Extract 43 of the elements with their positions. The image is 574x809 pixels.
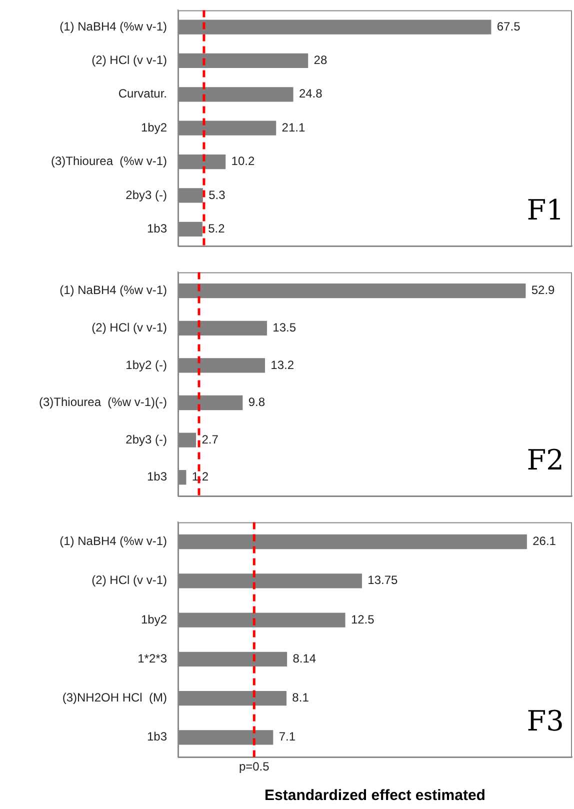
data-label: 67.5	[496, 19, 521, 34]
data-label: 2.7	[202, 432, 219, 446]
y-tick-label: 1b3	[146, 470, 168, 484]
data-label: 21.1	[282, 120, 306, 134]
y-tick-label: (3)Thiourea (%w v-1)(-)	[38, 395, 168, 410]
data-label: 8.1	[292, 690, 310, 705]
data-label: 13.5	[272, 320, 296, 334]
y-tick-label: 2by3 (-)	[126, 432, 168, 446]
data-label: 13.75	[368, 573, 398, 588]
y-tick-label: (2) HCl (v v-1)	[92, 53, 168, 68]
y-tick-label: 2by3 (-)	[126, 188, 168, 202]
y-tick-label: (2) HCl (v v-1)	[92, 573, 168, 588]
y-tick-label: Curvatur.	[118, 86, 167, 101]
y-tick-label: 1by2	[140, 120, 168, 134]
annotation: F2	[526, 443, 564, 476]
data-label: 1.2	[192, 470, 209, 484]
y-tick-label: (2) HCl (v v-1)	[92, 320, 168, 334]
data-label: 9.8	[248, 395, 266, 410]
data-label: 52.9	[531, 283, 556, 298]
data-label: 13.2	[270, 358, 294, 372]
annotation: F1	[526, 193, 564, 226]
y-tick-label: (1) NaBH4 (%w v-1)	[60, 283, 167, 298]
data-label: 7.1	[278, 730, 296, 744]
data-label: 5.2	[208, 221, 226, 236]
data-label: 8.14	[292, 651, 316, 666]
y-tick-label: 1b3	[146, 730, 168, 744]
y-tick-label: (3)NH2OH HCl (M)	[62, 690, 167, 705]
y-tick-label: 1b3	[146, 221, 168, 236]
data-label: 28	[314, 53, 328, 68]
data-label: 10.2	[231, 154, 255, 168]
y-tick-label: 1by2 (-)	[126, 358, 168, 372]
data-label: 26.1	[532, 534, 556, 548]
y-tick-label: 1by2	[140, 612, 168, 626]
data-label: 24.8	[298, 86, 323, 101]
y-tick-label: (1) NaBH4 (%w v-1)	[60, 19, 167, 34]
y-tick-label: (3)Thiourea (%w v-1)	[50, 154, 167, 168]
y-tick-label: 1*2*3	[138, 651, 168, 666]
y-tick-label: (1) NaBH4 (%w v-1)	[60, 534, 167, 548]
text: p=0.5	[238, 759, 270, 774]
data-label: 5.3	[208, 188, 226, 202]
x-axis-title: Estandardized effect estimated	[264, 787, 486, 804]
data-label: 12.5	[350, 612, 375, 626]
annotation: F3	[526, 704, 564, 738]
